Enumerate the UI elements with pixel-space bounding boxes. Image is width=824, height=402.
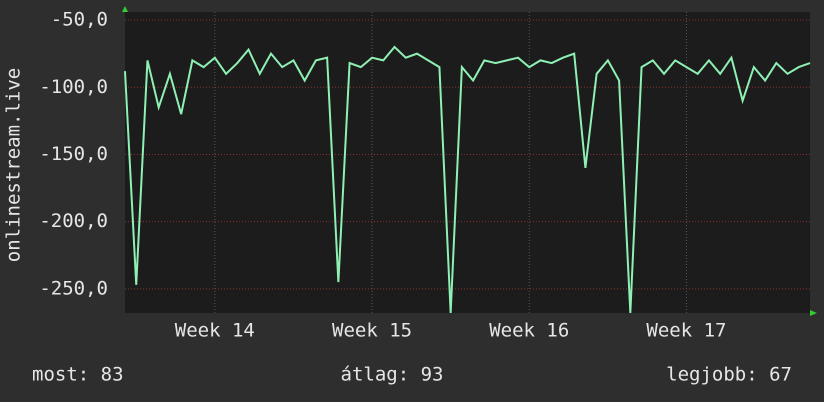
x-tick-label: Week 17 (646, 320, 726, 342)
y-tick-label: -200,0 (39, 210, 108, 232)
y-tick-label: -150,0 (39, 143, 108, 165)
footer-average: átlag: 93 (341, 364, 444, 386)
y-axis-label: onlinestream.live (3, 68, 25, 262)
x-tick-label: Week 16 (489, 320, 569, 342)
line (124, 45, 811, 314)
footer-best: legjobb: 67 (666, 364, 792, 386)
y-axis-arrow (122, 6, 128, 12)
x-tick-label: Week 15 (332, 320, 412, 342)
y-tick-label: -100,0 (39, 76, 108, 98)
x-axis-arrow (810, 310, 817, 316)
x-tick-label: Week 14 (175, 320, 255, 342)
footer-current: most: 83 (32, 364, 124, 386)
plot-area (125, 12, 810, 313)
y-tick-label: -50,0 (51, 9, 108, 31)
y-tick-label: -250,0 (39, 277, 108, 299)
